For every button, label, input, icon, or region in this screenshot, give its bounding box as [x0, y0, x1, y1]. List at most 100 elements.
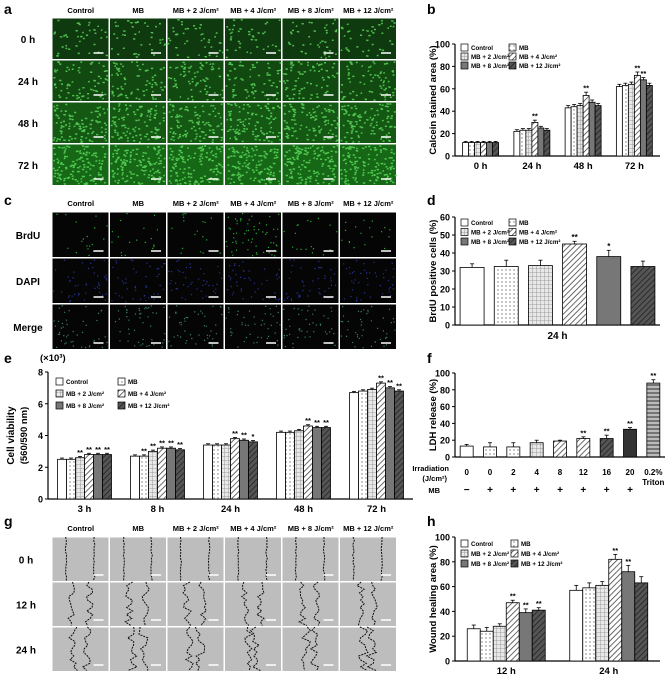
panel-c: Control MB MB + 2 J/cm² MB + 4 J/cm² MB + 8 …: [13, 199, 396, 349]
cell-stain: [53, 19, 108, 57]
chart-h-legend-swatch: [460, 559, 469, 568]
chart-e-bar: [66, 458, 76, 500]
wound-edge-left: [301, 626, 311, 671]
chart-h-y-tick-label: 80: [440, 557, 450, 567]
chart-e-significance: **: [396, 381, 402, 390]
wound-edge-right: [138, 626, 149, 671]
panel-g-image: [340, 581, 396, 626]
chart-e-bar: [212, 444, 222, 500]
chart-b-bar: [537, 127, 545, 157]
chart-h-legend-label: MB + 12 J/cm²: [521, 561, 562, 568]
chart-e-y-label: (560/590 nm): [19, 407, 30, 465]
chart-f-significance: **: [604, 427, 610, 436]
panel-c-image: [340, 258, 396, 303]
chart-f-y-tick-label: 60: [440, 402, 450, 412]
panel-g-image: [52, 536, 109, 581]
chart-e-bar: [394, 390, 404, 500]
chart-f-irradiation-value: 4: [534, 468, 539, 477]
chart-b-bar: [543, 129, 551, 157]
wound-edge-right: [150, 536, 153, 581]
panel-g-col-label: Control: [67, 524, 94, 533]
chart-e-legend-swatch: [55, 401, 64, 410]
chart-b-legend-label: MB + 2 J/cm²: [471, 54, 509, 61]
chart-b-x-tick-label: 0 h: [474, 161, 488, 172]
chart-e-bar: [75, 457, 85, 500]
panel-a-image: [167, 144, 224, 185]
panel-c-col-label: MB + 2 J/cm²: [173, 199, 220, 208]
wound-edge-right: [380, 536, 383, 581]
panel-c-col-label: MB: [132, 199, 144, 208]
wound-edge-right: [195, 626, 206, 671]
chart-e-bar: [358, 390, 368, 500]
chart-e-bar: [221, 444, 231, 500]
cell-stain: [168, 145, 224, 185]
chart-e-bar: [376, 382, 386, 500]
chart-f-bar: [459, 445, 474, 458]
panel-a-col-label: MB + 2 J/cm²: [173, 6, 220, 15]
chart-e-y-label: Cell viability: [6, 406, 17, 465]
cell-stain: [53, 61, 110, 101]
panel-c-image: [110, 212, 166, 257]
chart-e-bar: [367, 389, 377, 500]
chart-f-significance: **: [650, 371, 656, 380]
image-background: [52, 258, 109, 303]
image-background: [167, 582, 224, 626]
cell-stain: [340, 20, 396, 57]
panel-a-image: [225, 60, 282, 101]
chart-b-bar: [633, 74, 641, 157]
chart-h-legend-label: Control: [471, 541, 493, 548]
panel-c-image: [340, 212, 396, 257]
chart-e-bar: [294, 430, 304, 500]
wound-edge-left: [237, 536, 240, 581]
panel-g-image: [52, 581, 109, 626]
chart-b-bar: [468, 142, 476, 157]
panel-g-col-label: MB + 4 J/cm²: [230, 524, 277, 533]
image-background: [167, 258, 224, 303]
wound-edge-left: [240, 581, 250, 626]
chart-d-bar: [630, 266, 656, 326]
image-background: [340, 212, 396, 257]
chart-d-bar: [493, 266, 519, 326]
image-background: [340, 537, 396, 581]
chart-e-bar: [139, 455, 149, 500]
chart-e-y-tick-label: 8: [38, 368, 43, 378]
panel-c-row-label: BrdU: [16, 231, 40, 242]
chart-b-bar: [582, 95, 590, 157]
chart-b-y-tick-label: 80: [440, 62, 450, 72]
chart-d-x-label: 24 h: [547, 331, 567, 342]
cell-stain: [110, 103, 166, 143]
chart-e-significance: **: [159, 438, 165, 447]
cell-stain: [287, 19, 338, 59]
panel-a-row-label: 24 h: [18, 77, 38, 88]
image-background: [52, 627, 109, 671]
chart-e-bar: [349, 392, 359, 500]
chart-b-bar: [639, 79, 647, 157]
image-background: [225, 304, 281, 349]
chart-b-legend-swatch: [460, 52, 469, 61]
chart-h-legend-swatch: [460, 549, 469, 558]
panel-c-col-label: MB + 8 J/cm²: [288, 199, 335, 208]
cell-stain: [225, 61, 282, 100]
cell-stain: [225, 19, 281, 59]
chart-f-irradiation-value: 20: [626, 468, 635, 477]
chart-b-y-tick-label: 40: [440, 107, 450, 117]
chart-f-row-unit: (J/cm²): [422, 474, 447, 483]
chart-h-legend-swatch: [510, 539, 519, 548]
chart-h-significance: **: [625, 557, 631, 566]
panel-g-col-label: MB + 2 J/cm²: [173, 524, 220, 533]
chart-d-legend-swatch: [460, 237, 469, 246]
chart-f-irradiation-value: 0.2%: [644, 468, 662, 477]
chart-f-bar: [483, 446, 497, 458]
panel-a-image: [52, 18, 109, 59]
chart-d-legend-swatch: [508, 228, 517, 236]
chart-f-irradiation-value: 0: [464, 468, 469, 477]
chart-h-y-tick-label: 40: [440, 607, 450, 617]
panel-g-image: [110, 581, 166, 626]
chart-f-bar: [576, 438, 591, 458]
image-background: [52, 537, 109, 581]
chart-b-x-tick-label: 72 h: [625, 161, 644, 172]
image-background: [282, 212, 339, 257]
chart-b-bar: [513, 130, 521, 157]
panel-g-image: [52, 626, 109, 671]
